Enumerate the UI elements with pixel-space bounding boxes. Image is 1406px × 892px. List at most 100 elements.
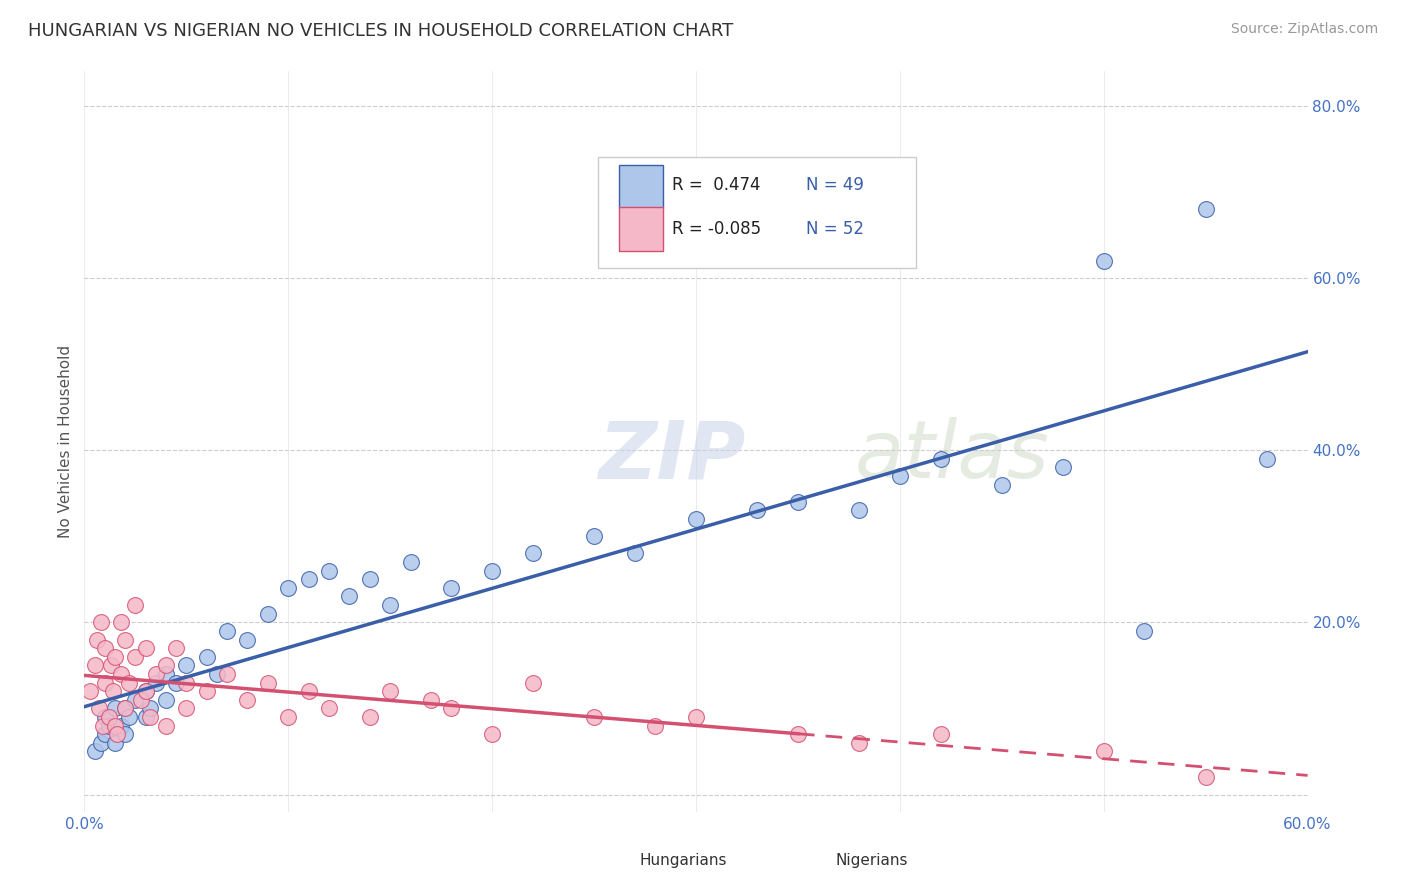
Point [124,598,146,612]
Point [90,736,112,750]
Point [380,684,402,698]
Point [339,590,361,604]
Point [787,495,810,509]
Text: ZIP: ZIP [598,417,745,495]
Point [685,512,707,526]
Point [118,710,141,724]
Text: Source: ZipAtlas.com: Source: ZipAtlas.com [1230,22,1378,37]
Point [138,701,160,715]
Point [318,701,340,715]
Point [359,710,381,724]
Point [991,477,1014,491]
Point [440,581,463,595]
Point [93,641,115,656]
Point [110,667,132,681]
Point [685,710,707,724]
Y-axis label: No Vehicles in Household: No Vehicles in Household [58,345,73,538]
Point [145,675,167,690]
Point [114,701,136,715]
Point [624,546,647,560]
Point [124,693,146,707]
Point [481,727,503,741]
Point [87,701,110,715]
Point [155,667,177,681]
FancyBboxPatch shape [619,165,664,209]
Point [114,701,136,715]
FancyBboxPatch shape [598,156,917,268]
Point [155,658,177,673]
Point [236,693,259,707]
Point [929,451,952,466]
Point [420,693,443,707]
Point [83,658,105,673]
Point [93,710,115,724]
Point [145,667,167,681]
Point [93,727,115,741]
Point [257,675,280,690]
Point [131,693,153,707]
Point [1052,460,1074,475]
Point [165,641,187,656]
Point [848,503,870,517]
Point [97,710,120,724]
Point [257,607,280,621]
Point [217,624,239,638]
Point [114,632,136,647]
Point [380,598,402,612]
Point [1092,744,1115,758]
Point [399,555,422,569]
Text: Hungarians: Hungarians [640,853,727,868]
Point [1195,202,1218,216]
Text: N = 49: N = 49 [806,176,863,194]
Point [298,684,321,698]
Point [101,684,124,698]
Point [889,469,911,483]
Point [124,649,146,664]
Point [318,564,340,578]
Point [644,718,666,732]
Point [155,718,177,732]
Point [93,675,115,690]
Point [195,649,218,664]
Point [86,632,108,647]
Point [481,564,503,578]
Point [277,710,299,724]
Point [174,675,197,690]
Point [583,710,606,724]
Text: HUNGARIAN VS NIGERIAN NO VEHICLES IN HOUSEHOLD CORRELATION CHART: HUNGARIAN VS NIGERIAN NO VEHICLES IN HOU… [28,22,734,40]
Text: Nigerians: Nigerians [835,853,908,868]
Point [583,529,606,543]
Text: R =  0.474: R = 0.474 [672,176,761,194]
Point [1195,770,1218,784]
Point [138,710,160,724]
Point [1092,253,1115,268]
Text: N = 52: N = 52 [806,220,865,238]
FancyBboxPatch shape [792,847,828,878]
Text: R = -0.085: R = -0.085 [672,220,761,238]
Point [522,675,544,690]
Point [1256,451,1278,466]
Point [83,744,105,758]
Point [205,667,228,681]
Point [91,718,114,732]
Point [929,727,952,741]
Point [135,684,157,698]
Point [104,736,127,750]
Point [165,675,187,690]
Point [110,718,132,732]
Point [135,710,157,724]
Point [440,701,463,715]
Point [97,718,120,732]
Point [110,615,132,630]
Point [522,546,544,560]
Point [79,684,101,698]
Point [104,718,127,732]
Point [298,572,321,586]
Point [1133,624,1156,638]
Point [118,675,141,690]
Point [787,727,810,741]
Point [105,727,128,741]
Point [174,701,197,715]
Point [135,684,157,698]
Point [359,572,381,586]
